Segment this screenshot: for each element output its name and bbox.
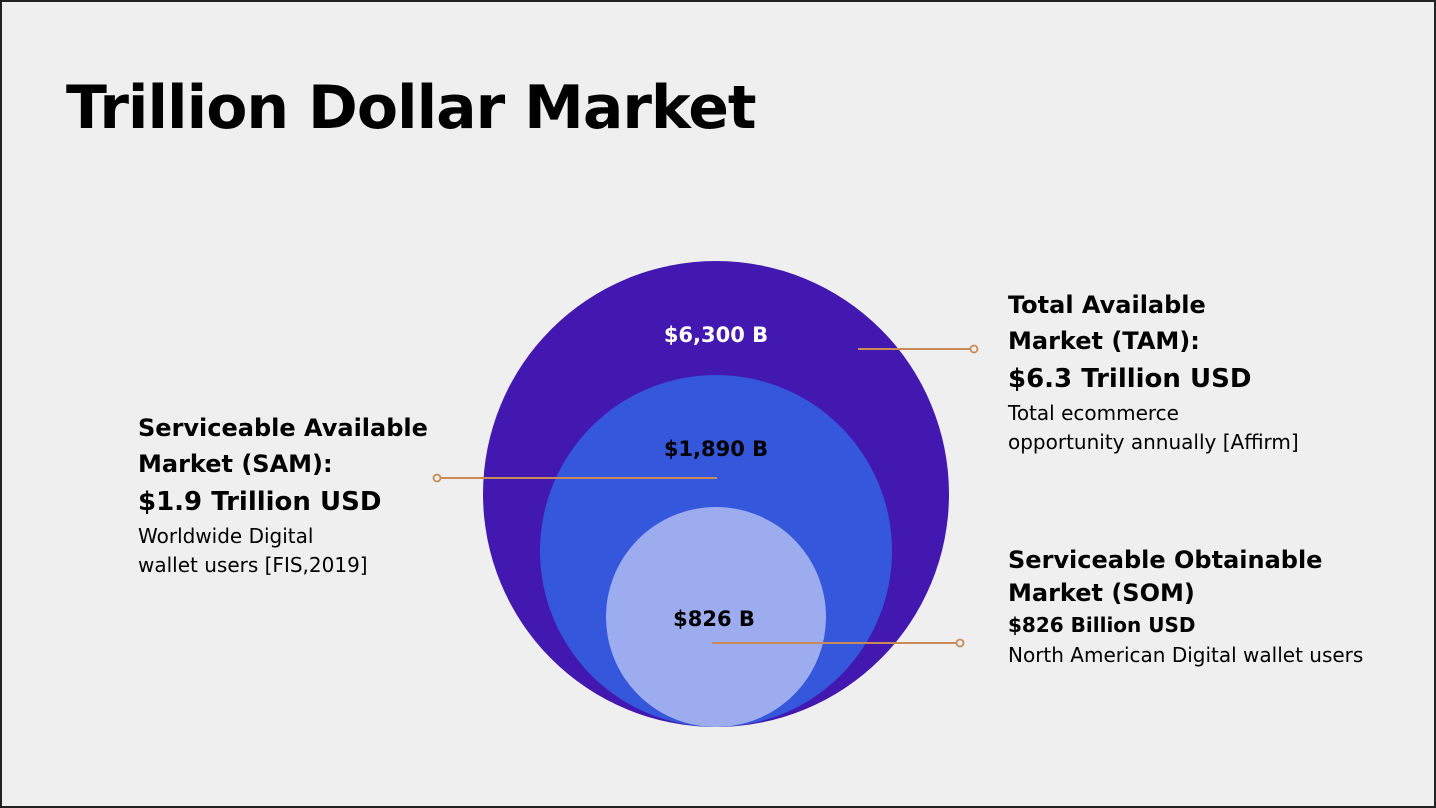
sam-connector [432, 473, 717, 483]
som-callout: Serviceable Obtainable Market (SOM) $826… [1008, 544, 1363, 670]
tam-callout: Total Available Market (TAM): $6.3 Trill… [1008, 287, 1299, 457]
som-connector [712, 638, 965, 648]
tam-circle-value: $6,300 B [664, 323, 768, 347]
sam-desc-line2: wallet users [FIS,2019] [138, 553, 368, 577]
sam-callout: Serviceable Available Market (SAM): $1.9… [138, 410, 428, 580]
som-circle [606, 507, 826, 727]
som-heading-line2: Market (SOM) [1008, 579, 1195, 607]
tam-heading-line1: Total Available [1008, 291, 1206, 319]
sam-desc-line1: Worldwide Digital [138, 524, 314, 548]
sam-amount: $1.9 Trillion USD [138, 487, 382, 517]
slide-title: Trillion Dollar Market [66, 73, 757, 143]
tam-desc-line1: Total ecommerce [1008, 401, 1179, 425]
tam-amount: $6.3 Trillion USD [1008, 364, 1252, 394]
som-circle-value: $826 B [673, 607, 755, 631]
tam-heading-line2: Market (TAM): [1008, 327, 1200, 355]
tam-connector [858, 344, 979, 354]
som-amount: $826 Billion USD [1008, 613, 1196, 637]
som-heading-line1: Serviceable Obtainable [1008, 546, 1323, 574]
sam-heading-line1: Serviceable Available [138, 414, 428, 442]
sam-heading-line2: Market (SAM): [138, 450, 333, 478]
tam-desc-line2: opportunity annually [Affirm] [1008, 430, 1299, 454]
som-desc-line1: North American Digital wallet users [1008, 643, 1364, 667]
sam-circle-value: $1,890 B [664, 437, 768, 461]
